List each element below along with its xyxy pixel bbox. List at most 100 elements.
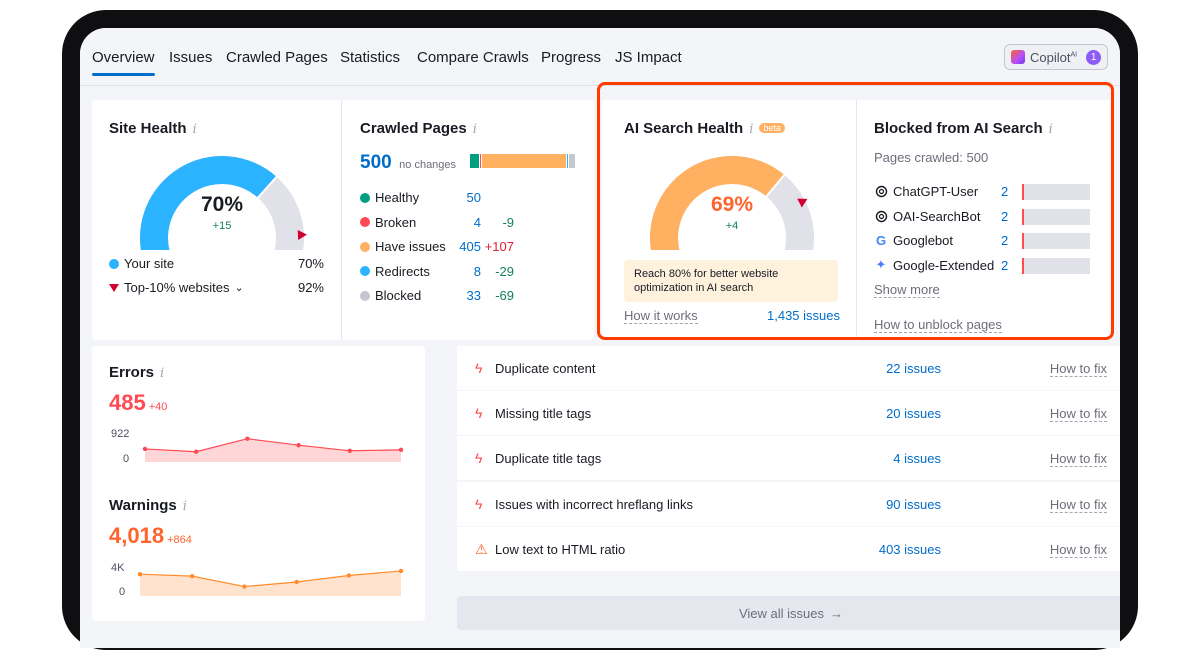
issue-label[interactable]: Low text to HTML ratio: [495, 541, 626, 557]
bot-bar: [1022, 184, 1090, 200]
how-to-fix-link[interactable]: How to fix: [1049, 496, 1107, 513]
blocked-title: Blocked from AI Search: [874, 120, 1043, 137]
errors-delta: +40: [148, 401, 168, 413]
crawled-row-label: Blocked: [375, 288, 422, 303]
how-to-fix-link[interactable]: How to fix: [1049, 541, 1107, 558]
bot-label: OAI-SearchBot: [893, 208, 981, 224]
how-it-works-link[interactable]: How it works: [624, 308, 698, 324]
issue-count-link[interactable]: 20 issues: [886, 406, 941, 422]
crawled-row-value[interactable]: 33: [466, 288, 481, 303]
openai-icon: [874, 185, 888, 199]
copilot-button[interactable]: CopilotAI 1: [1004, 44, 1108, 70]
bar-segment-blocked: [569, 154, 576, 168]
issue-count-link[interactable]: 4 issues: [893, 451, 941, 467]
tab-statistics[interactable]: Statistics: [340, 49, 401, 66]
divider: [341, 100, 342, 340]
crawled-row-delta: +107: [484, 239, 514, 254]
errors-number: 485: [109, 390, 146, 415]
dot-icon: [360, 266, 370, 276]
ai-issues-link[interactable]: 1,435 issues: [767, 308, 840, 323]
legend-your-site-value: 70%: [297, 256, 324, 271]
info-icon[interactable]: i: [472, 122, 477, 137]
how-to-fix-link[interactable]: How to fix: [1049, 406, 1107, 423]
warnings-title: Warnings: [109, 497, 177, 514]
issue-label[interactable]: Missing title tags: [495, 406, 592, 422]
tab-compare-crawls[interactable]: Compare Crawls: [417, 49, 529, 66]
how-to-unblock-link[interactable]: How to unblock pages: [874, 317, 1002, 333]
device-frame: Overview Issues Crawled Pages Statistics…: [62, 10, 1138, 650]
ai-health-delta: +4: [725, 220, 739, 232]
warnings-number: 4,018: [109, 523, 165, 548]
bot-label: ChatGPT-User: [893, 184, 979, 199]
warn-point: [346, 573, 351, 578]
view-all-issues-button[interactable]: View all issues →: [457, 596, 1120, 630]
crawled-row-value[interactable]: 8: [473, 263, 481, 279]
show-more-link[interactable]: Show more: [874, 282, 940, 298]
bot-count[interactable]: 2: [1001, 208, 1009, 224]
crawled-row-broken[interactable]: Broken: [360, 215, 416, 230]
issue-count-link[interactable]: 22 issues: [886, 361, 941, 376]
ai-card: AI Search Health i beta 69% +4 Reach 80% f…: [602, 100, 1110, 340]
warnings-line: [139, 570, 402, 588]
err-point: [398, 447, 404, 453]
crawled-row-label: Healthy: [375, 190, 420, 205]
errors-value[interactable]: 485 +40: [109, 390, 167, 416]
crawled-total[interactable]: 500 no changes: [360, 152, 456, 174]
ai-search-health-title: AI Search Health: [624, 120, 744, 137]
bolt-icon: ϟ: [475, 405, 483, 422]
bot-bar: [1022, 233, 1090, 249]
divider: [856, 100, 857, 340]
bot-bar: [1022, 257, 1090, 274]
tab-overview[interactable]: Overview: [92, 49, 155, 76]
issue-label[interactable]: Duplicate content: [495, 361, 596, 376]
warnings-value[interactable]: 4,018 +864: [109, 523, 192, 549]
dot-icon: [360, 192, 370, 203]
crawled-row-value[interactable]: 4: [473, 214, 481, 230]
info-icon[interactable]: i: [160, 366, 165, 381]
crawled-row-blocked[interactable]: Blocked: [360, 288, 421, 303]
target-marker: [797, 198, 808, 208]
how-to-fix-link[interactable]: How to fix: [1049, 361, 1107, 377]
info-icon[interactable]: i: [182, 499, 187, 514]
legend-top10[interactable]: Top-10% websites ⌄: [109, 280, 244, 295]
info-icon[interactable]: i: [749, 122, 754, 137]
crawled-total-note: no changes: [399, 159, 457, 171]
crawled-row-redirects[interactable]: Redirects: [360, 264, 430, 279]
ai-health-value: 69%: [710, 193, 754, 216]
errors-axis-top: 922: [111, 428, 130, 440]
how-to-fix-link[interactable]: How to fix: [1049, 451, 1107, 468]
crawled-row-value[interactable]: 50: [466, 190, 481, 205]
info-icon[interactable]: i: [1048, 122, 1053, 137]
tab-progress[interactable]: Progress: [541, 49, 602, 66]
bar-segment-broken: [480, 154, 483, 168]
bot-count[interactable]: 2: [1001, 184, 1009, 199]
gauge-separator: [765, 174, 786, 198]
openai-icon: [874, 209, 888, 223]
issue-label[interactable]: Duplicate title tags: [495, 451, 602, 467]
tab-issues[interactable]: Issues: [169, 49, 213, 66]
dot-icon: [360, 290, 370, 301]
tab-bar: Overview Issues Crawled Pages Statistics…: [80, 28, 1120, 86]
issue-label[interactable]: Issues with incorrect hreflang links: [495, 496, 693, 512]
overview-card: Site Health i 70% +15 Your site 70% Top-1…: [92, 100, 594, 340]
gemini-icon: ✦: [875, 257, 887, 272]
crawled-row-delta: -9: [502, 214, 514, 230]
err-point: [142, 446, 148, 452]
bot-label: Google-Extended: [893, 257, 995, 273]
crawled-row-healthy[interactable]: Healthy: [360, 190, 419, 205]
tab-crawled-pages[interactable]: Crawled Pages: [226, 49, 328, 66]
bot-count[interactable]: 2: [1001, 257, 1009, 273]
crawled-row-value[interactable]: 405: [459, 239, 481, 254]
issue-row: ϟ Duplicate content 22 issues How to fix: [457, 346, 1120, 390]
gauge-fill: [140, 155, 277, 250]
bot-count[interactable]: 2: [1001, 233, 1009, 248]
crawled-row-have-issues[interactable]: Have issues: [360, 239, 446, 254]
tab-js-impact[interactable]: JS Impact: [615, 49, 682, 66]
bot-row: ChatGPT-User: [874, 184, 978, 199]
info-icon[interactable]: i: [192, 122, 197, 137]
crawled-row-label: Redirects: [375, 263, 430, 279]
legend-your-site: Your site: [109, 256, 174, 271]
crawled-stacked-bar: [470, 154, 576, 168]
issue-count-link[interactable]: 90 issues: [886, 496, 941, 512]
issue-count-link[interactable]: 403 issues: [878, 541, 941, 557]
